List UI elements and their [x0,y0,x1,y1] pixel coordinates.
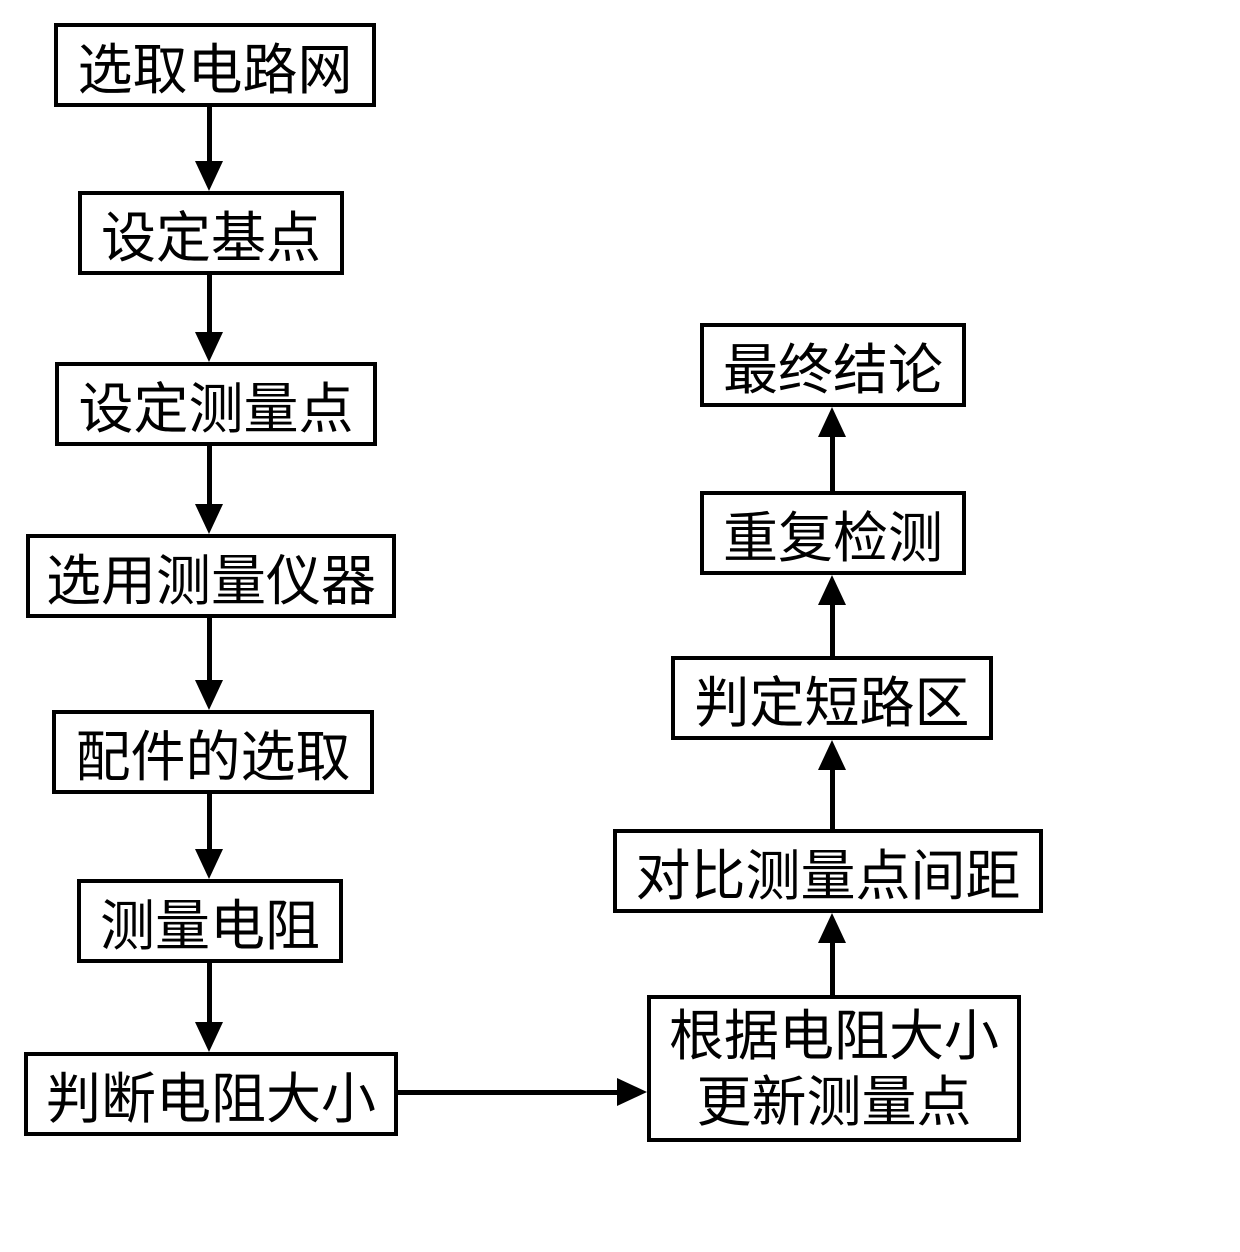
node-label: 选取电路网 [77,25,352,105]
arrow-line [207,618,212,680]
node-update-point: 根据电阻大小 更新测量点 [647,995,1021,1142]
arrowhead-down-icon [195,849,223,879]
node-label: 配件的选取 [75,712,350,792]
node-select-circuit: 选取电路网 [54,23,376,107]
arrowhead-right-icon [617,1078,647,1106]
arrow-line [207,446,212,504]
arrowhead-down-icon [195,1022,223,1052]
arrowhead-down-icon [195,332,223,362]
arrow-line [207,963,212,1022]
arrowhead-up-icon [818,575,846,605]
node-compare-distance: 对比测量点间距 [613,829,1043,913]
node-label: 设定测量点 [78,364,353,444]
arrowhead-up-icon [818,913,846,943]
node-label: 重复检测 [723,493,943,573]
arrowhead-up-icon [818,407,846,437]
arrowhead-up-icon [818,740,846,770]
arrow-line [830,943,835,995]
node-label: 判断电阻大小 [46,1054,376,1134]
node-set-base: 设定基点 [78,191,344,275]
node-repeat-check: 重复检测 [700,491,966,575]
arrow-line [830,605,835,656]
arrow-line [207,107,212,161]
node-label: 最终结论 [723,325,943,405]
node-select-parts: 配件的选取 [52,710,374,794]
node-label: 测量电阻 [100,881,320,961]
node-label: 判定短路区 [694,658,969,738]
arrowhead-down-icon [195,504,223,534]
node-final-conclusion: 最终结论 [700,323,966,407]
node-judge-short: 判定短路区 [671,656,993,740]
arrow-line [830,770,835,829]
node-select-instrument: 选用测量仪器 [26,534,396,618]
node-judge-resistance: 判断电阻大小 [24,1052,398,1136]
arrow-line [207,275,212,332]
node-label: 选用测量仪器 [46,536,376,616]
arrowhead-down-icon [195,680,223,710]
node-label: 设定基点 [101,193,321,273]
node-set-measure-point: 设定测量点 [55,362,377,446]
node-label: 根据电阻大小 更新测量点 [669,1003,999,1135]
node-measure-resistance: 测量电阻 [77,879,343,963]
arrowhead-down-icon [195,161,223,191]
node-label: 对比测量点间距 [635,831,1020,911]
arrow-line [830,437,835,491]
arrow-line [398,1090,617,1095]
arrow-line [207,794,212,849]
